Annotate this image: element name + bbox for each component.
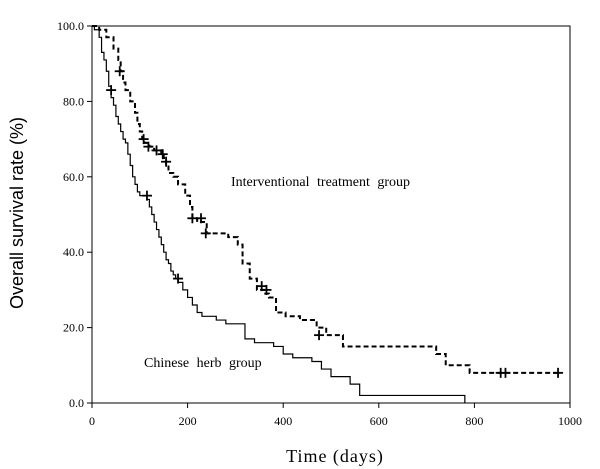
interventional-censor-mark — [553, 367, 564, 378]
interventional-censor-mark — [500, 367, 511, 378]
survival-curves — [92, 25, 559, 403]
interventional-censor-mark — [187, 213, 198, 224]
x-tick-label: 1000 — [558, 414, 582, 428]
herb-censor-mark — [173, 273, 184, 284]
herb-censor-mark — [141, 190, 152, 201]
x-tick-label: 0 — [89, 414, 95, 428]
y-tick-label: 0.0 — [69, 396, 84, 410]
x-tick-label: 400 — [274, 414, 292, 428]
y-tick-label: 40.0 — [63, 245, 84, 259]
plot-border — [91, 25, 571, 404]
herb-group-label: Chinese herb group — [144, 356, 262, 371]
plot-area — [91, 25, 571, 404]
x-tick-label: 600 — [370, 414, 388, 428]
interventional-censor-mark — [161, 156, 172, 167]
interventional-censor-mark — [157, 149, 168, 160]
interventional-censor-mark — [138, 134, 149, 145]
interventional-censor-mark — [114, 66, 125, 77]
y-tick-label: 20.0 — [63, 321, 84, 335]
y-tick-label: 60.0 — [63, 170, 84, 184]
y-tick-label: 80.0 — [63, 94, 84, 108]
interventional-censor-mark — [314, 330, 325, 341]
interventional-censor-mark — [151, 145, 162, 156]
axis-ticks: 0 200 400 600 800 1000 0.0 20.0 40.0 60.0 80.0 100.… — [57, 19, 582, 428]
interventional-censor-mark — [143, 141, 154, 152]
herb-censor-mark — [106, 85, 117, 96]
interventional-censor-mark — [200, 228, 211, 239]
interventional-censor-mark — [195, 213, 206, 224]
x-tick-label: 800 — [465, 414, 483, 428]
x-tick-label: 200 — [179, 414, 197, 428]
interventional-curve — [92, 25, 559, 374]
censor-marks — [106, 66, 564, 378]
herb-curve — [92, 25, 466, 403]
y-axis-title: Overall survival rate (%) — [7, 117, 27, 309]
interventional-group-label: Interventional treatment group — [231, 175, 410, 190]
y-tick-label: 100.0 — [57, 19, 84, 33]
x-axis-title: Time (days) — [286, 446, 384, 467]
interventional-censor-mark — [261, 284, 272, 295]
